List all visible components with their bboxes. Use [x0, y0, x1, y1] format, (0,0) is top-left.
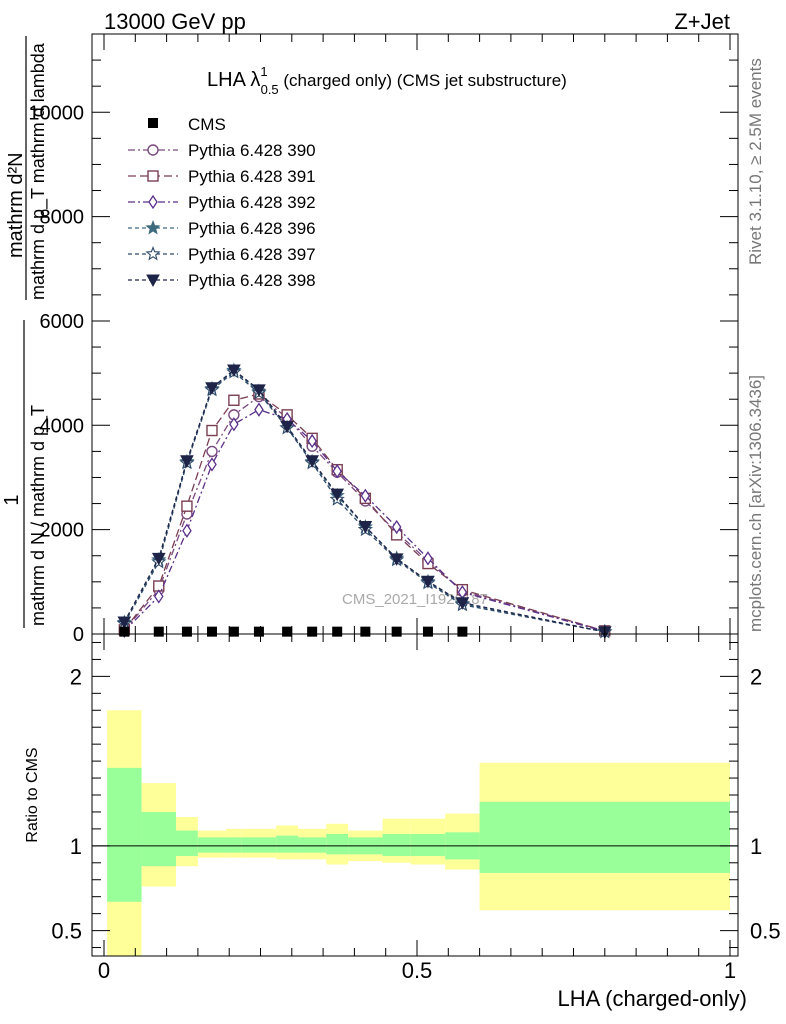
plot-title-sup: 1 — [260, 64, 267, 79]
cms-point — [423, 627, 433, 637]
energy-label: 13000 GeV pp — [104, 9, 246, 34]
series-point-2 — [255, 404, 263, 416]
legend-label-2: Pythia 6.428 392 — [188, 193, 316, 212]
cms-point — [119, 627, 129, 637]
xlabel: LHA (charged-only) — [557, 986, 747, 1011]
cms-point — [332, 627, 342, 637]
legend-marker-4 — [147, 248, 159, 260]
figure: 13000 GeV pp Z+Jet Rivet 3.1.10, ≥ 2.5M … — [0, 0, 786, 1024]
series-point-1 — [207, 426, 217, 436]
series-point-0 — [207, 446, 217, 456]
ratio-ylabel: Ratio to CMS — [24, 747, 41, 842]
xtick-label: 0 — [98, 958, 110, 983]
legend-marker-2 — [149, 196, 157, 208]
series-point-1 — [182, 501, 192, 511]
process-label: Z+Jet — [674, 9, 730, 34]
ylabel-prefix-num: 1 — [1, 494, 23, 505]
main-ytick-label: 0 — [73, 624, 84, 646]
legend-marker-1 — [148, 171, 158, 181]
cms-point — [282, 627, 292, 637]
ratio-band-inner — [226, 837, 242, 852]
series-point-1 — [229, 395, 239, 405]
legend-label-1: Pythia 6.428 391 — [188, 167, 316, 186]
ratio-band-inner — [242, 837, 276, 852]
ratio-band-inner — [198, 837, 226, 852]
ratio-band-inner — [276, 836, 298, 853]
plot-title-rest: (charged only) (CMS jet substructure) — [279, 71, 567, 90]
ylabel-prefix-den: mathrm d N / mathrm d p_T — [28, 405, 49, 626]
main-plot: CMS_2021_I1920187 0200040006000800010000… — [1, 34, 738, 646]
ratio-ytick-label: 1 — [70, 834, 82, 859]
legend-cms-label: CMS — [188, 115, 226, 134]
ratio-band-inner — [298, 837, 326, 852]
cms-point — [254, 627, 264, 637]
plot-title-sub: 0.5 — [261, 82, 279, 97]
legend: CMS Pythia 6.428 390 Pythia 6.428 391 Pyth… — [128, 115, 316, 290]
ratio-band-inner — [176, 831, 198, 856]
plot-title-main: LHA λ — [207, 69, 260, 91]
legend-marker-3 — [147, 222, 159, 234]
legend-label-0: Pythia 6.428 390 — [188, 141, 316, 160]
xtick-label: 0.5 — [402, 958, 433, 983]
cms-point — [392, 627, 402, 637]
series-point-2 — [183, 525, 191, 537]
xtick-label: 1 — [724, 958, 736, 983]
ratio-band-inner — [411, 834, 445, 856]
legend-marker-0 — [148, 145, 158, 155]
plot-title: LHA λ1 0.5 (charged only) (CMS jet substr… — [207, 64, 567, 97]
ratio-plot: 0.5 0.5 1 1 2 2 0 0.5 1 Ratio to CMS LHA (charge… — [24, 634, 781, 1011]
cms-point — [207, 627, 217, 637]
ratio-band-inner — [383, 834, 411, 856]
ylabel-num: mathrm d²N — [5, 152, 27, 258]
legend-label-4: Pythia 6.428 397 — [188, 245, 316, 264]
cms-point — [360, 627, 370, 637]
ratio-ytick-label-right: 0.5 — [750, 919, 781, 944]
main-ytick-label: 6000 — [40, 311, 85, 333]
cms-point — [457, 627, 467, 637]
rivet-label: Rivet 3.1.10, ≥ 2.5M events — [746, 58, 765, 265]
legend-label-5: Pythia 6.428 398 — [188, 271, 316, 290]
mcplots-label: mcplots.cern.ch [arXiv:1306.3436] — [746, 375, 765, 632]
ratio-band-inner — [480, 802, 730, 873]
cms-point — [182, 627, 192, 637]
ratio-band-inner — [107, 768, 141, 902]
ratio-ytick-label: 2 — [70, 664, 82, 689]
legend-label-3: Pythia 6.428 396 — [188, 219, 316, 238]
cms-point — [229, 627, 239, 637]
ratio-ytick-label: 0.5 — [51, 919, 82, 944]
ratio-band-inner — [142, 812, 176, 866]
ratio-ytick-label-right: 1 — [750, 834, 762, 859]
cms-point — [307, 627, 317, 637]
ratio-ytick-label-right: 2 — [750, 664, 762, 689]
cms-point — [154, 627, 164, 637]
legend-cms-marker — [148, 118, 158, 128]
ylabel-den: mathrm d p_T mathrm d lambda — [28, 42, 49, 300]
ratio-band-inner — [326, 834, 348, 854]
